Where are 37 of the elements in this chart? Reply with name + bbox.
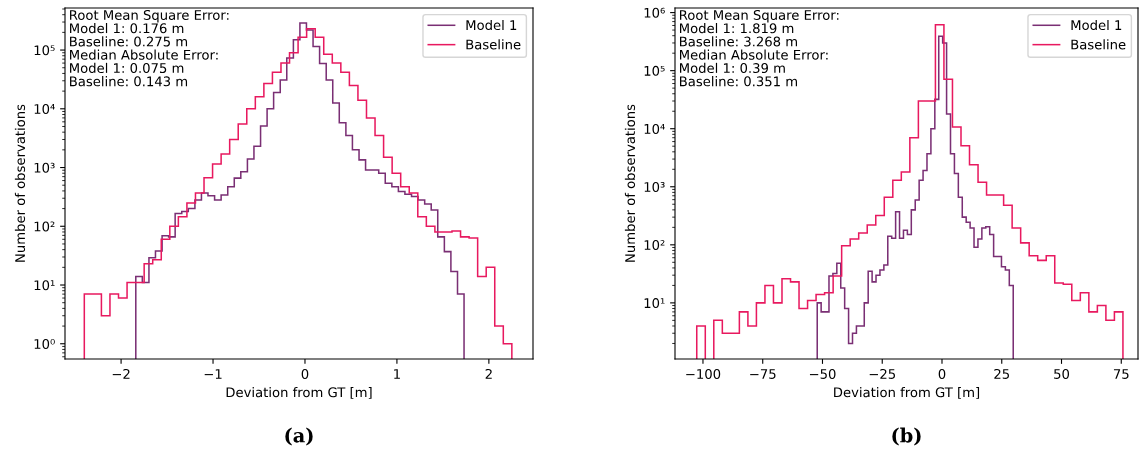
legend-label: Model 1 [466,19,517,31]
text: (a) [285,427,313,446]
x-tick-label: 75 [1113,369,1129,379]
annotation: Root Mean Square Error: Model 1: 1.819 m Baseline: 3.268 m Median Absolute Error: Model 1: 0.39 m Baseline: 0.351 m [680,9,839,87]
y-axis-title: Number of observations [624,104,636,262]
x-axis-title: Deviation from GT [m] [226,387,372,399]
y-tick-label: 10¹ [34,280,55,291]
x-tick-label: −2 [112,368,130,379]
y-tick-label: 10³ [34,162,55,173]
legend-label: Model 1 [1071,19,1122,31]
x-tick-label: 0 [938,368,946,379]
y-tick-label: 10¹ [644,298,665,309]
y-tick-label: 10⁵ [34,45,55,56]
legend-label: Baseline [1071,39,1126,50]
x-tick-label: −75 [750,369,776,379]
x-tick-label: −25 [869,368,896,379]
x-tick-label: 0 [301,368,309,379]
y-tick-label: 10⁶ [644,7,665,18]
y-axis-title: Number of observations [14,104,26,262]
y-tick-label: 10⁴ [34,104,55,114]
y-tick-label: 10⁵ [644,65,665,76]
y-tick-label: 10² [34,221,55,232]
y-tick-label: 10³ [644,181,665,192]
y-tick-label: 10⁰ [34,338,55,349]
x-axis-title: Deviation from GT [m] [834,387,980,399]
x-tick-label: 25 [994,368,1009,379]
x-tick-label: −100 [686,368,721,379]
x-tick-label: 50 [1054,368,1070,379]
y-tick-label: 10² [644,240,665,251]
legend-label: Baseline [466,39,521,50]
text: (b) [892,427,921,446]
x-tick-label: −1 [204,369,222,379]
x-tick-label: 2 [485,368,492,379]
annotation: Root Mean Square Error: Model 1: 0.176 m Baseline: 0.275 m Median Absolute Error: Model 1: 0.075 m Baseline: 0.143 m [70,9,229,87]
x-tick-label: 1 [394,369,400,379]
y-tick-label: 10⁴ [644,123,665,134]
x-tick-label: −50 [809,368,836,379]
